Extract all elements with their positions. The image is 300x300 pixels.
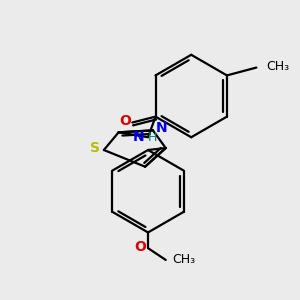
Text: CH₃: CH₃ bbox=[172, 254, 195, 266]
Text: O: O bbox=[134, 240, 146, 254]
Text: O: O bbox=[119, 114, 131, 128]
Text: N: N bbox=[132, 130, 144, 144]
Text: S: S bbox=[90, 141, 100, 155]
Text: CH₃: CH₃ bbox=[266, 60, 289, 73]
Text: N: N bbox=[156, 122, 168, 135]
Text: H: H bbox=[147, 131, 157, 144]
